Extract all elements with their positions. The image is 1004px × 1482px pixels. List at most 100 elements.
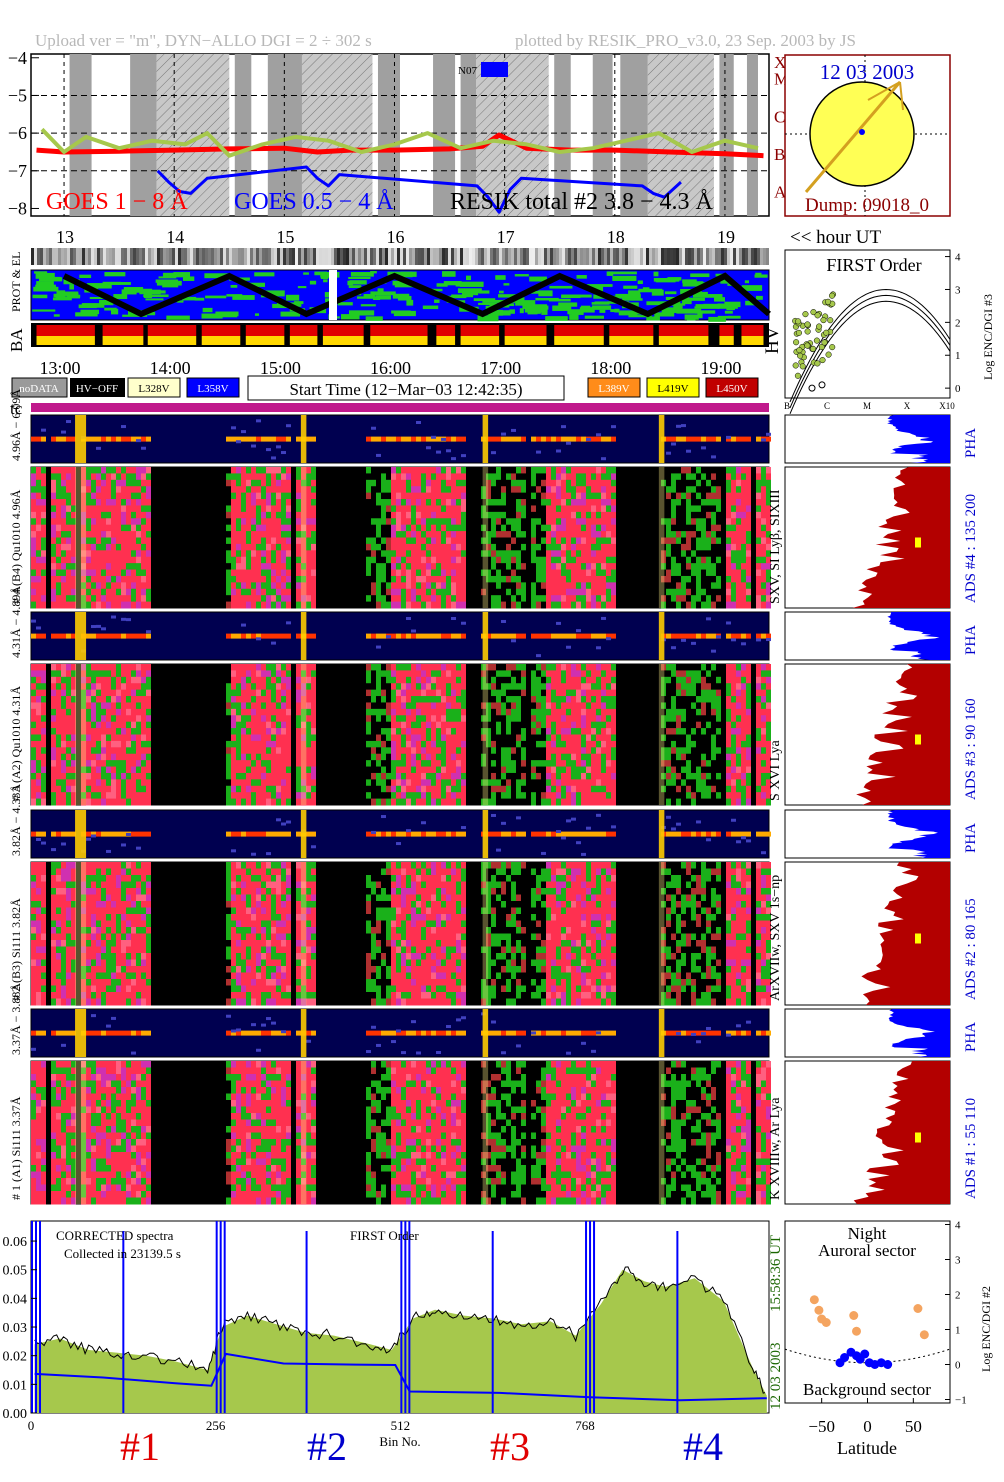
- spectrogram-cell: [296, 799, 301, 806]
- spectrogram-cell: [261, 664, 266, 671]
- spectrogram-cell: [536, 538, 541, 545]
- prot-strip-patch: [545, 316, 568, 321]
- pha-noise-cell: [601, 457, 606, 460]
- spectrogram-cell: [381, 499, 386, 506]
- spectrogram-cell: [596, 563, 601, 570]
- spectrogram-cell: [446, 473, 451, 480]
- spectrogram-cell: [411, 747, 416, 754]
- spectrogram-cell: [226, 715, 231, 722]
- spectrogram-cell: [106, 538, 111, 545]
- spectrogram-cell: [446, 670, 451, 677]
- spectrogram-cell: [66, 786, 71, 793]
- spectrogram-cell: [386, 480, 391, 487]
- prot-strip-patch: [611, 272, 637, 275]
- spectrogram-cell: [31, 754, 36, 761]
- spectrogram-cell: [146, 538, 151, 545]
- spectrogram-cell: [86, 677, 91, 684]
- spectrogram-cell: [596, 467, 601, 474]
- prot-strip-patch: [69, 284, 74, 289]
- spectrogram-cell: [431, 799, 436, 806]
- spectrogram-cell: [371, 518, 376, 525]
- spectrogram-cell: [136, 570, 141, 577]
- spectrogram-cell: [396, 786, 401, 793]
- spectrogram-cell: [126, 677, 131, 684]
- spectrogram-cell: [686, 518, 691, 525]
- spectrogram-cell: [426, 557, 431, 564]
- spectrogram-cell: [511, 786, 516, 793]
- spectrogram-cell: [236, 722, 241, 729]
- spectrogram-cell: [136, 741, 141, 748]
- grey-strip-cell: [568, 248, 571, 265]
- spectrogram-cell: [41, 480, 46, 487]
- spectrogram-cell: [381, 664, 386, 671]
- spectrogram-cell: [31, 741, 36, 748]
- spectrogram-cell: [376, 557, 381, 564]
- spectrogram-cell: [286, 499, 291, 506]
- spectrogram-cell: [436, 544, 441, 551]
- spectrogram-cell: [296, 779, 301, 786]
- grey-strip-cell: [154, 248, 157, 265]
- spectrogram-cell: [286, 576, 291, 583]
- pha-band-cell: [491, 634, 496, 639]
- grey-strip-cell: [394, 248, 397, 265]
- spectrogram-cell: [56, 664, 61, 671]
- spectrogram-cell: [386, 576, 391, 583]
- spectrogram-cell: [306, 747, 311, 754]
- spectrogram-cell: [111, 760, 116, 767]
- spectrogram-cell: [296, 696, 301, 703]
- spectrogram-cell: [56, 786, 61, 793]
- spectrogram-cell: [436, 715, 441, 722]
- grey-strip-cell: [361, 248, 364, 265]
- spectrogram-cell: [551, 728, 556, 735]
- spectrogram-cell: [391, 480, 396, 487]
- spectrogram-cell: [606, 499, 611, 506]
- grey-strip-cell: [499, 248, 502, 265]
- spectrogram-cell: [306, 582, 311, 589]
- spectrogram-cell: [446, 518, 451, 525]
- spectrogram-cell: [761, 544, 766, 551]
- spectrogram-cell: [496, 582, 501, 589]
- spectrogram-cell: [491, 589, 496, 596]
- spectrogram-cell: [101, 595, 106, 602]
- spectrogram-cell: [431, 722, 436, 729]
- spectrogram-cell: [391, 670, 396, 677]
- spectrogram-cell: [681, 570, 686, 577]
- spectrogram-cell: [531, 595, 536, 602]
- spectrogram-cell: [286, 550, 291, 557]
- spectrogram-cell: [601, 480, 606, 487]
- spectrogram-cell: [581, 538, 586, 545]
- spectrogram-cell: [96, 773, 101, 780]
- grey-strip-cell: [613, 248, 616, 265]
- pha-band-cell: [146, 437, 151, 442]
- spectrogram-cell: [726, 480, 731, 487]
- spectrogram-cell: [501, 786, 506, 793]
- spectrogram-cell: [51, 747, 56, 754]
- spectrogram-cell: [41, 683, 46, 690]
- spectrogram-cell: [256, 544, 261, 551]
- spectrogram-cell: [731, 589, 736, 596]
- spectrogram-cell: [491, 525, 496, 532]
- spectrogram-cell: [231, 589, 236, 596]
- grey-strip-cell: [46, 248, 49, 265]
- spectrogram-cell: [701, 576, 706, 583]
- spectrogram-cell: [116, 570, 121, 577]
- spectrogram-cell: [666, 570, 671, 577]
- prot-strip-patch: [156, 279, 178, 282]
- spectrogram-cell: [761, 595, 766, 602]
- spectrogram-cell: [671, 544, 676, 551]
- spectrogram-cell: [91, 473, 96, 480]
- spectrogram-cell: [551, 589, 556, 596]
- fo-ytick-label: 0: [955, 383, 961, 395]
- spectrogram-cell: [726, 493, 731, 500]
- spectrogram-cell: [306, 792, 311, 799]
- spectrogram-cell: [501, 525, 506, 532]
- spectrogram-cell: [556, 702, 561, 709]
- spectrogram-cell: [446, 735, 451, 742]
- spectrogram-cell: [146, 786, 151, 793]
- pha-noise-cell: [461, 454, 466, 457]
- spectrogram-cell: [546, 664, 551, 671]
- spectrogram-cell: [521, 702, 526, 709]
- spectrogram-cell: [91, 544, 96, 551]
- spectrogram-cell: [746, 486, 751, 493]
- spectrogram-cell: [236, 505, 241, 512]
